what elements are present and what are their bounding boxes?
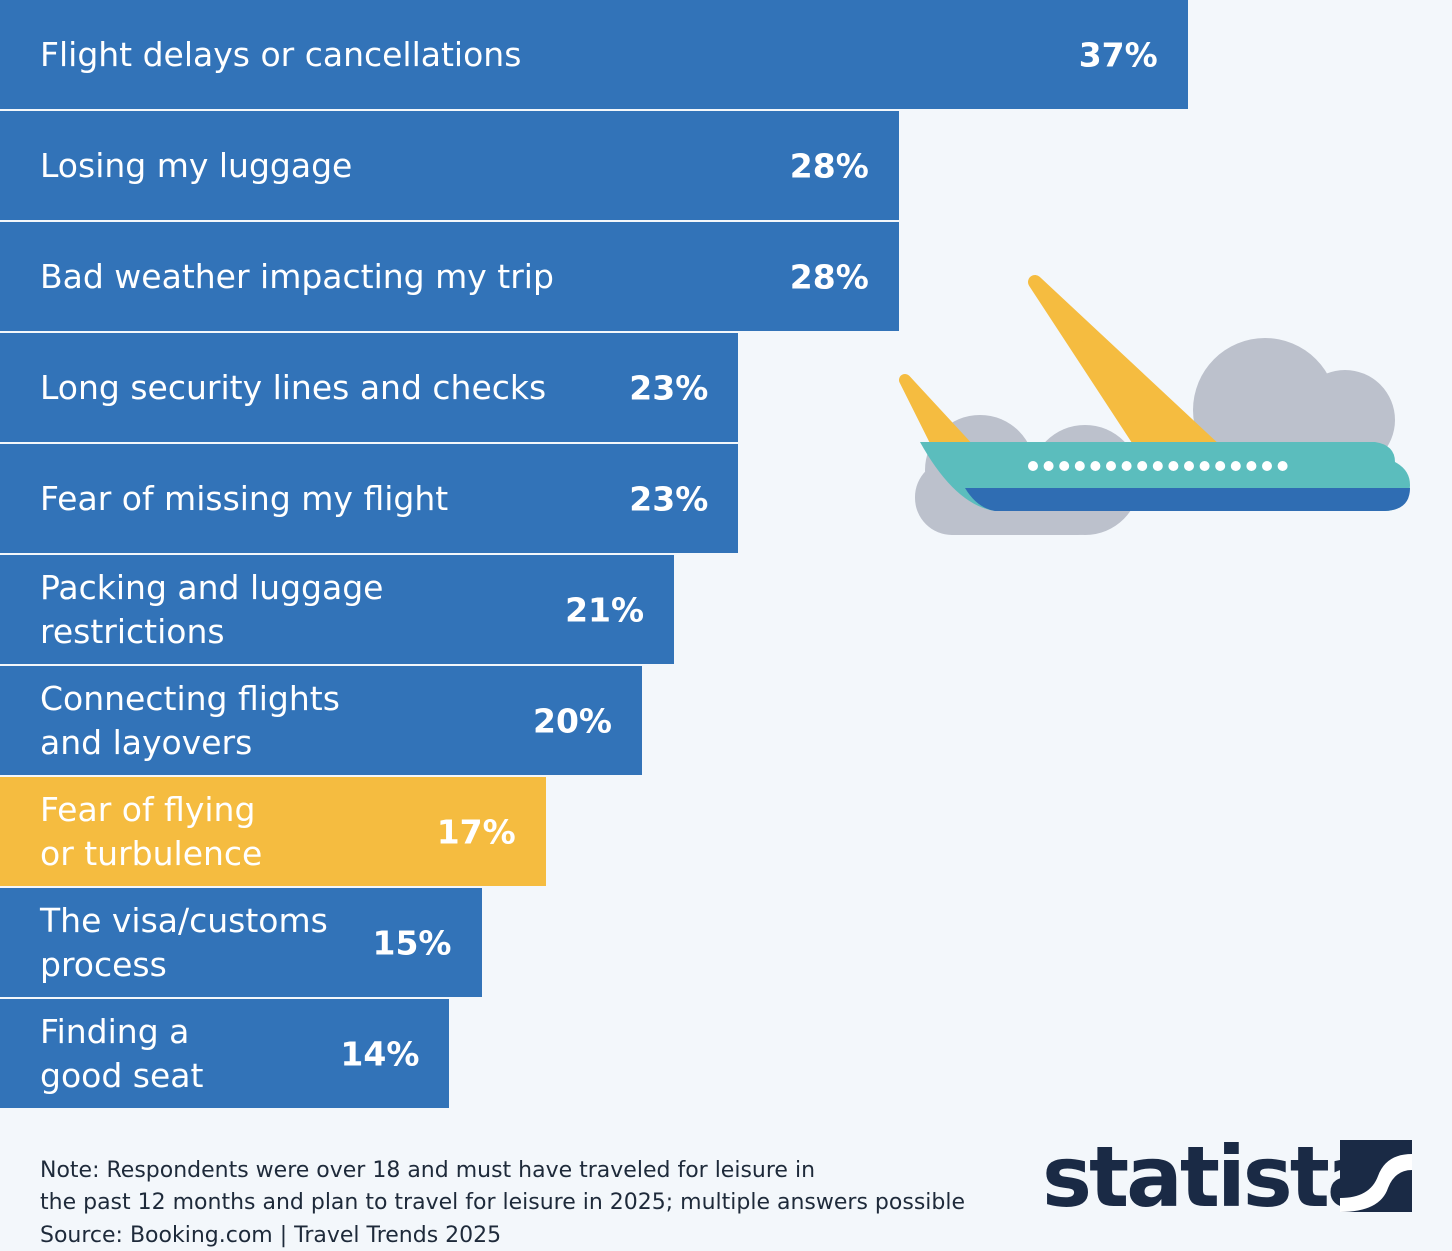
bar: Fear of flying or turbulence 17%	[0, 777, 546, 886]
bar: Packing and luggage restrictions 21%	[0, 555, 675, 664]
category-label: Packing and luggage restrictions	[40, 567, 384, 651]
bar: Bad weather impacting my trip 28%	[0, 222, 899, 331]
note: Note: Respondents were over 18 and must …	[40, 1158, 965, 1215]
logo: statista	[1042, 1128, 1384, 1226]
logo-icon	[1340, 1140, 1412, 1212]
bar: Flight delays or cancellations 37%	[0, 0, 1188, 109]
category-label: Flight delays or cancellations	[40, 34, 522, 74]
value-label: 20%	[533, 701, 612, 740]
category-label: Long security lines and checks	[40, 367, 547, 407]
category-label: Bad weather impacting my trip	[40, 256, 554, 296]
value-label: 21%	[565, 590, 645, 629]
category-label: Connecting flights and layovers	[40, 678, 340, 762]
value-label: 14%	[340, 1034, 420, 1073]
bar: The visa/customs process 15%	[0, 888, 482, 997]
value-label: 37%	[1078, 35, 1158, 74]
value-label: 15%	[372, 923, 452, 962]
category-label: The visa/customs process	[40, 900, 328, 984]
plane-illustration	[899, 275, 1410, 535]
value-label: 23%	[629, 479, 709, 518]
bar: Losing my luggage 28%	[0, 111, 899, 220]
category-label: Fear of missing my flight	[40, 478, 449, 518]
category-label: Fear of flying or turbulence	[40, 789, 263, 873]
value-label: 28%	[789, 257, 869, 296]
category-label: Finding a good seat	[40, 1011, 204, 1095]
bar: Finding a good seat 14%	[0, 999, 450, 1108]
value-label: 28%	[789, 146, 869, 185]
bar: Long security lines and checks 23%	[0, 333, 739, 442]
category-label: Losing my luggage	[40, 145, 353, 185]
value-label: 17%	[436, 812, 516, 851]
bar: Fear of missing my flight 23%	[0, 444, 739, 553]
source: Source: Booking.com | Travel Trends 2025	[40, 1223, 502, 1248]
value-label: 23%	[629, 368, 709, 407]
bar: Connecting flights and layovers 20%	[0, 666, 642, 775]
